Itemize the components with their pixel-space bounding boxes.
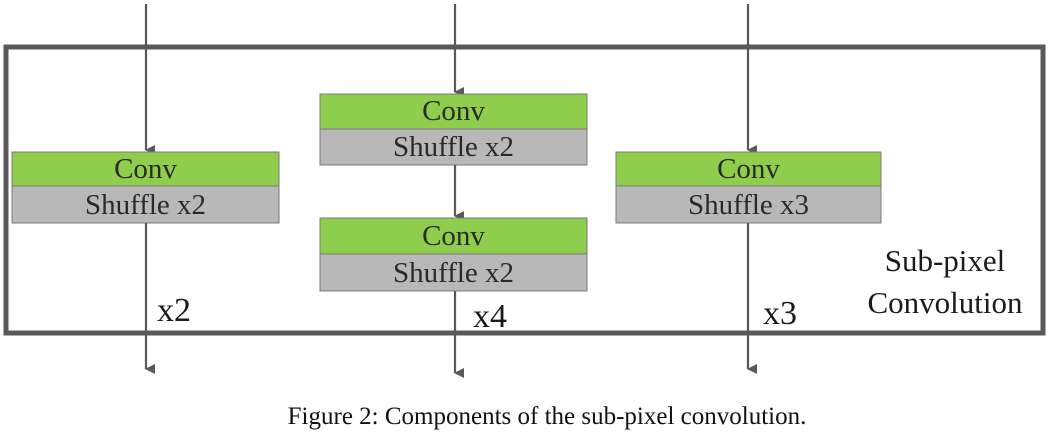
conv-layer [319,217,588,255]
conv-shuffle-block: Conv Shuffle x3 [615,151,882,224]
module-label-line1: Sub-pixel [885,243,1006,278]
conv-layer [11,151,280,187]
shuffle-label: Shuffle x3 [688,189,809,221]
shuffle-layer [319,128,588,166]
shuffle-label: Shuffle x2 [85,189,206,221]
module-frame [3,44,1046,336]
shuffle-label: Shuffle x2 [393,257,514,289]
conv-shuffle-block: Conv Shuffle x2 [11,151,280,224]
conv-shuffle-block: Conv Shuffle x2 [319,217,588,292]
branch-2: Conv Shuffle x2 Conv Shuffle x2 x4 [319,4,588,378]
conv-label: Conv [114,153,177,185]
shuffle-label: Shuffle x2 [393,131,514,163]
conv-label: Conv [422,220,485,252]
branch-3: Conv Shuffle x3 x3 [615,4,882,374]
output-factor-label: x2 [157,292,191,329]
shuffle-layer [615,185,882,224]
conv-shuffle-block: Conv Shuffle x2 [319,93,588,166]
conv-layer [615,151,882,187]
figure-caption: Figure 2: Components of the sub-pixel co… [288,403,807,430]
conv-label: Conv [717,153,780,185]
conv-layer [319,93,588,130]
output-factor-label: x4 [473,298,507,335]
module-label: Sub-pixel Convolution [867,243,1023,320]
conv-label: Conv [422,95,485,127]
shuffle-layer [11,185,280,224]
branch-1: Conv Shuffle x2 x2 [11,4,280,374]
shuffle-layer [319,253,588,292]
output-factor-label: x3 [763,295,797,332]
module-label-line2: Convolution [867,285,1023,320]
